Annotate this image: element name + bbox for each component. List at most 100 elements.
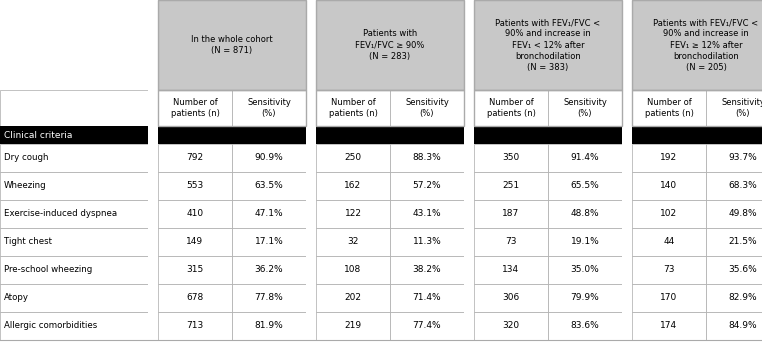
Text: 678: 678 <box>187 293 203 302</box>
Text: 410: 410 <box>187 209 203 219</box>
Bar <box>158 90 232 126</box>
Bar <box>548 90 622 126</box>
Bar <box>0 144 148 172</box>
Bar <box>706 200 762 228</box>
Text: 250: 250 <box>344 153 361 163</box>
Bar <box>474 284 548 312</box>
Bar <box>158 200 232 228</box>
Bar <box>632 312 706 340</box>
Text: 43.1%: 43.1% <box>413 209 441 219</box>
Bar <box>316 284 390 312</box>
Bar <box>706 172 762 200</box>
Text: Clinical criteria: Clinical criteria <box>4 130 72 140</box>
Text: Patients with FEV₁/FVC <
90% and increase in
FEV₁ ≥ 12% after
bronchodilation
(N: Patients with FEV₁/FVC < 90% and increas… <box>654 18 758 72</box>
Text: Allergic comorbidities: Allergic comorbidities <box>4 322 98 331</box>
Text: 149: 149 <box>187 237 203 246</box>
Bar <box>316 312 390 340</box>
Text: 77.8%: 77.8% <box>255 293 283 302</box>
Text: 122: 122 <box>344 209 361 219</box>
Bar <box>306 0 316 341</box>
Bar <box>474 0 622 90</box>
Bar <box>622 0 632 341</box>
Text: 35.6%: 35.6% <box>728 266 757 275</box>
Bar <box>706 312 762 340</box>
Bar <box>548 144 622 172</box>
Bar <box>0 126 762 144</box>
Bar <box>706 228 762 256</box>
Bar <box>316 0 464 90</box>
Bar <box>632 90 762 126</box>
Bar <box>632 0 762 90</box>
Text: 48.8%: 48.8% <box>571 209 599 219</box>
Bar <box>316 90 390 126</box>
Text: 11.3%: 11.3% <box>413 237 441 246</box>
Bar <box>390 256 464 284</box>
Bar <box>632 144 706 172</box>
Text: 251: 251 <box>502 182 520 190</box>
Text: 162: 162 <box>344 182 361 190</box>
Bar <box>158 0 306 90</box>
Text: 44: 44 <box>664 237 674 246</box>
Text: 102: 102 <box>661 209 677 219</box>
Bar <box>316 144 390 172</box>
Text: 93.7%: 93.7% <box>728 153 757 163</box>
Text: 306: 306 <box>502 293 520 302</box>
Bar <box>474 172 548 200</box>
Text: Number of
patients (n): Number of patients (n) <box>487 98 536 118</box>
Bar <box>632 172 706 200</box>
Text: 68.3%: 68.3% <box>728 182 757 190</box>
Text: 19.1%: 19.1% <box>571 237 600 246</box>
Text: 81.9%: 81.9% <box>255 322 283 331</box>
Text: 792: 792 <box>187 153 203 163</box>
Text: 202: 202 <box>344 293 361 302</box>
Bar <box>0 90 148 126</box>
Text: Atopy: Atopy <box>4 293 29 302</box>
Bar <box>0 256 148 284</box>
Text: 63.5%: 63.5% <box>255 182 283 190</box>
Bar <box>390 90 464 126</box>
Text: 65.5%: 65.5% <box>571 182 600 190</box>
Text: 57.2%: 57.2% <box>413 182 441 190</box>
Text: Patients with FEV₁/FVC <
90% and increase in
FEV₁ < 12% after
bronchodilation
(N: Patients with FEV₁/FVC < 90% and increas… <box>495 18 600 72</box>
Text: Tight chest: Tight chest <box>4 237 52 246</box>
Bar <box>632 200 706 228</box>
Text: Dry cough: Dry cough <box>4 153 49 163</box>
Text: 553: 553 <box>187 182 203 190</box>
Bar <box>158 172 232 200</box>
Text: Number of
patients (n): Number of patients (n) <box>328 98 377 118</box>
Bar <box>474 200 548 228</box>
Bar <box>548 172 622 200</box>
Bar <box>390 172 464 200</box>
Bar <box>390 228 464 256</box>
Text: 174: 174 <box>661 322 677 331</box>
Text: Sensitivity
(%): Sensitivity (%) <box>721 98 762 118</box>
Bar <box>474 256 548 284</box>
Text: 49.8%: 49.8% <box>728 209 757 219</box>
Text: 91.4%: 91.4% <box>571 153 599 163</box>
Text: 73: 73 <box>505 237 517 246</box>
Bar <box>474 90 622 126</box>
Text: 35.0%: 35.0% <box>571 266 600 275</box>
Bar <box>232 200 306 228</box>
Text: 134: 134 <box>502 266 520 275</box>
Bar <box>474 90 548 126</box>
Bar <box>0 228 148 256</box>
Text: Exercise-induced dyspnea: Exercise-induced dyspnea <box>4 209 117 219</box>
Text: 108: 108 <box>344 266 362 275</box>
Text: 219: 219 <box>344 322 361 331</box>
Text: 47.1%: 47.1% <box>255 209 283 219</box>
Text: 192: 192 <box>661 153 677 163</box>
Text: 320: 320 <box>502 322 520 331</box>
Text: Wheezing: Wheezing <box>4 182 46 190</box>
Bar <box>316 228 390 256</box>
Bar <box>548 284 622 312</box>
Text: 73: 73 <box>663 266 674 275</box>
Text: 315: 315 <box>187 266 203 275</box>
Bar <box>232 228 306 256</box>
Text: 71.4%: 71.4% <box>413 293 441 302</box>
Bar <box>232 90 306 126</box>
Text: 17.1%: 17.1% <box>255 237 283 246</box>
Text: 77.4%: 77.4% <box>413 322 441 331</box>
Bar <box>706 284 762 312</box>
Bar <box>390 144 464 172</box>
